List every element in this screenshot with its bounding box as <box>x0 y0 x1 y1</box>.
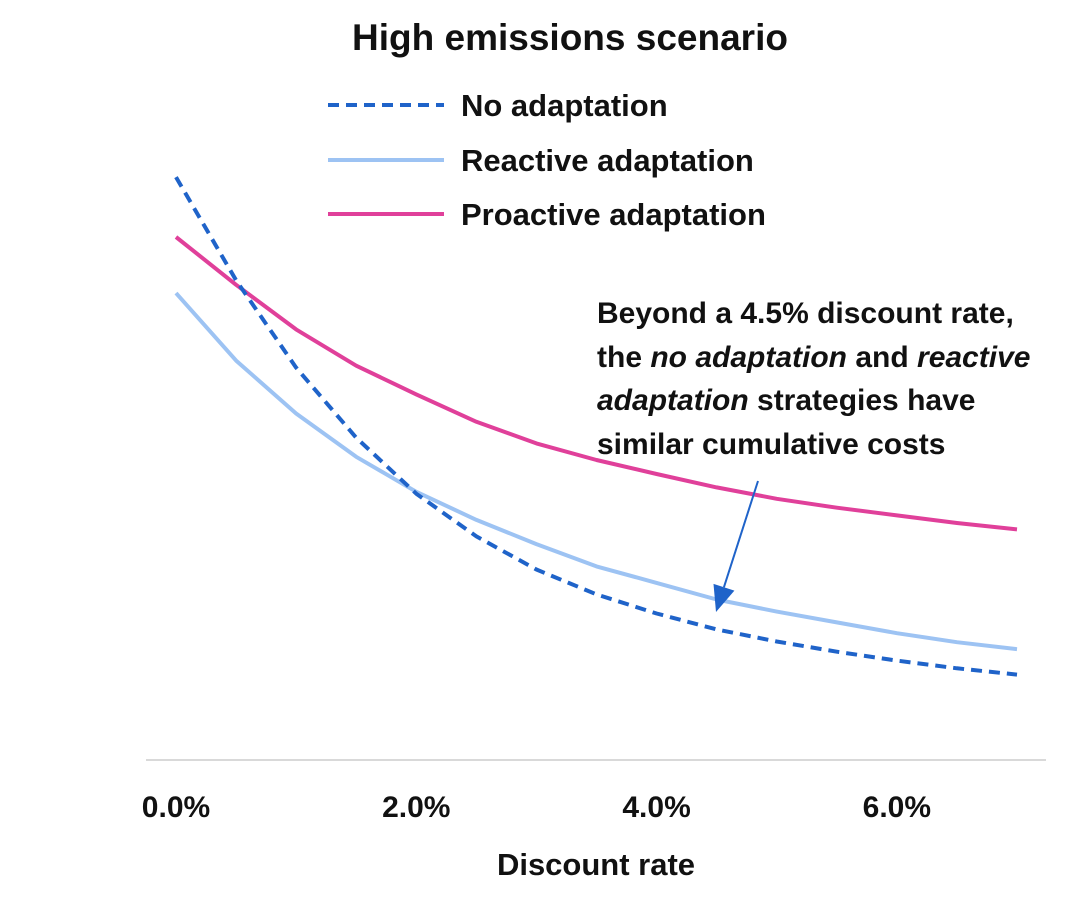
legend: No adaptation Reactive adaptation Proactiv… <box>328 88 766 232</box>
x-tick-label: 0.0% <box>142 791 210 824</box>
x-axis-label: Discount rate <box>497 847 695 882</box>
x-axis-ticks: 0.0% 2.0% 4.0% 6.0% <box>142 791 931 824</box>
annotation-arrow-shaft <box>722 480 759 588</box>
annotation-line: similar cumulative costs <box>597 428 946 461</box>
annotation-line: the no adaptation and reactive <box>597 341 1030 374</box>
x-tick-label: 2.0% <box>382 791 450 824</box>
legend-label-no-adaptation: No adaptation <box>461 88 668 123</box>
annotation-arrow-head <box>713 583 735 612</box>
annotation-line: Beyond a 4.5% discount rate, <box>597 297 1014 330</box>
series-line-reactive-adaptation <box>174 291 1018 652</box>
x-tick-label: 4.0% <box>622 791 690 824</box>
annotation: Beyond a 4.5% discount rate, the no adapt… <box>597 297 1030 612</box>
series-line-no-adaptation <box>174 176 1018 677</box>
annotation-line: adaptation strategies have <box>597 384 975 417</box>
series-line-proactive-adaptation <box>174 235 1018 532</box>
chart-title: High emissions scenario <box>352 17 788 58</box>
plot-area <box>146 176 1046 761</box>
legend-label-proactive-adaptation: Proactive adaptation <box>461 197 766 232</box>
x-tick-label: 6.0% <box>863 791 931 824</box>
legend-label-reactive-adaptation: Reactive adaptation <box>461 143 754 178</box>
